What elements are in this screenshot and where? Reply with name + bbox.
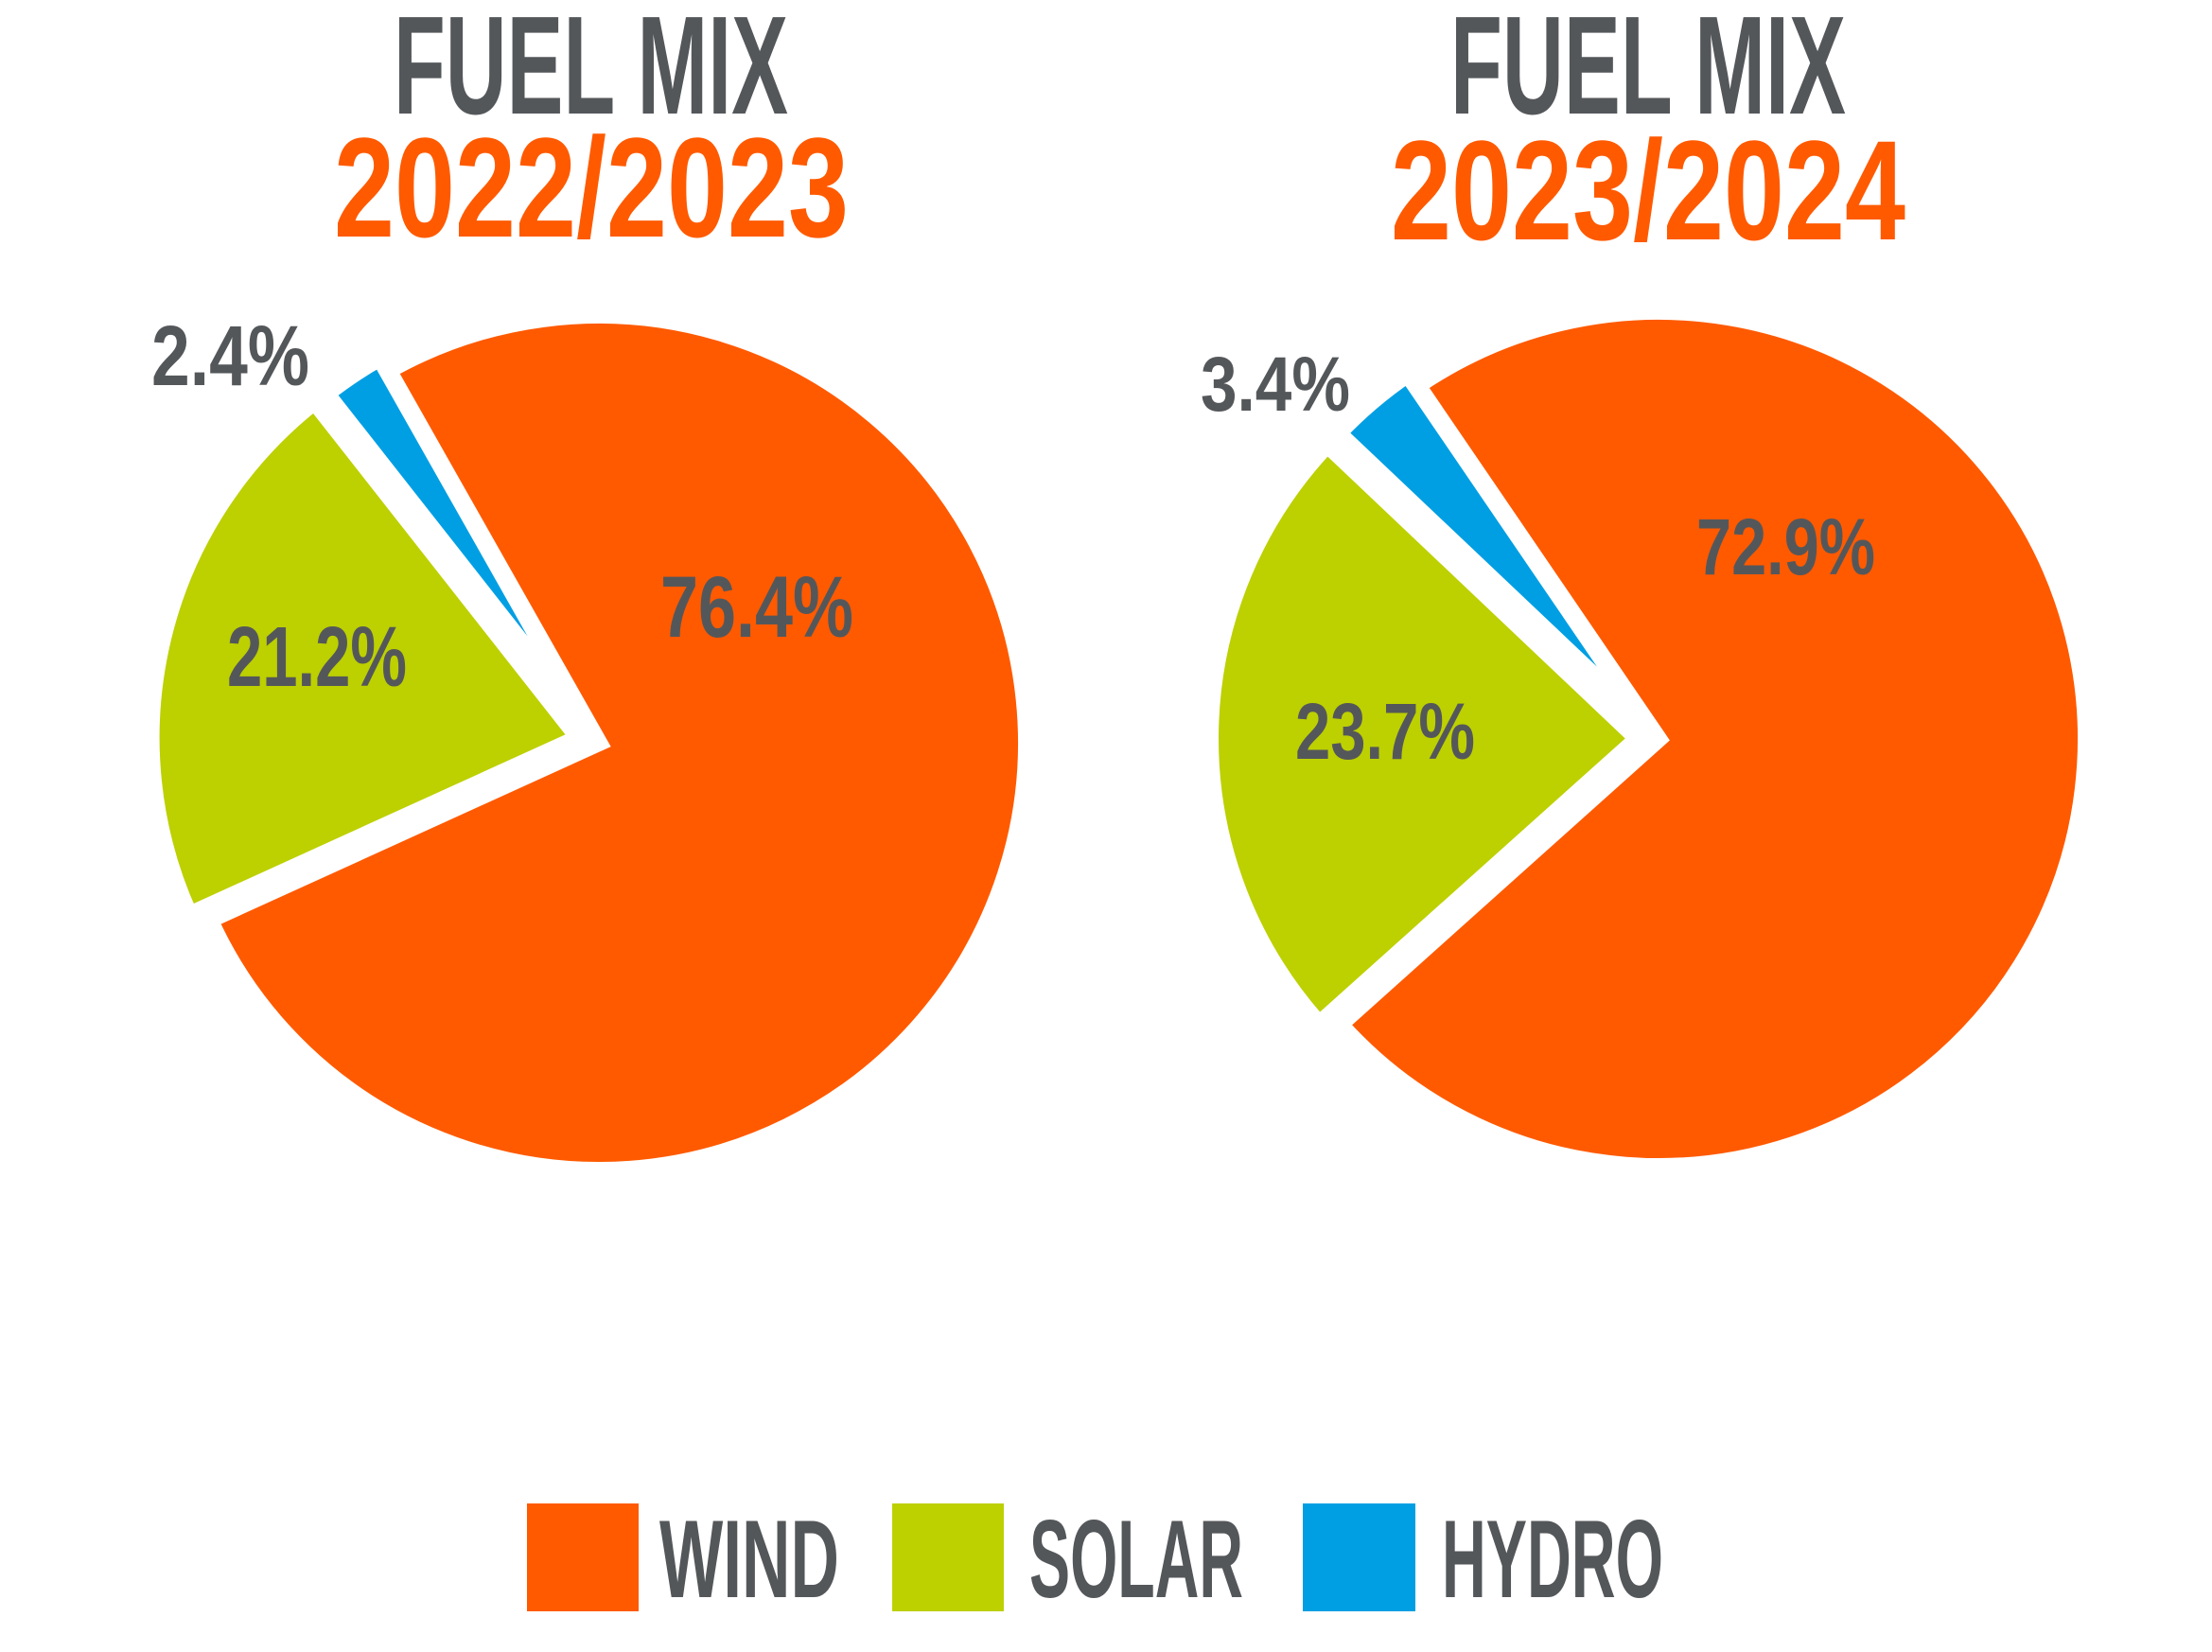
pie-chart bbox=[1202, 303, 2095, 1175]
pie-slice-hydro bbox=[314, 346, 598, 736]
chart-subtitle-year: 2023/2024 bbox=[1391, 111, 1905, 270]
pie-slice-wind bbox=[1327, 303, 2095, 1175]
chart-2022-2023: FUEL MIX 2022/2023 76.4% 21.2% 2.4% bbox=[142, 0, 1035, 1179]
slice-label-wind: 76.4% bbox=[660, 559, 853, 656]
pie-slice-solar bbox=[142, 389, 592, 926]
slice-label-wind: 72.9% bbox=[1696, 502, 1875, 591]
legend-swatch-wind bbox=[527, 1503, 639, 1611]
legend-label-wind: WIND bbox=[659, 1497, 839, 1621]
slice-label-hydro: 3.4% bbox=[1201, 342, 1350, 428]
legend-label-hydro: HYDRO bbox=[1442, 1497, 1663, 1621]
slice-label-hydro: 2.4% bbox=[151, 309, 309, 404]
pie-chart bbox=[142, 307, 1035, 1179]
chart-subtitle-year: 2022/2023 bbox=[334, 108, 849, 267]
legend-item-hydro: HYDRO bbox=[1303, 1497, 1663, 1621]
legend-swatch-solar bbox=[892, 1503, 1004, 1611]
legend-swatch-hydro bbox=[1303, 1503, 1415, 1611]
legend-item-solar: SOLAR bbox=[892, 1497, 1243, 1621]
chart-title: FUEL MIX bbox=[1450, 0, 1846, 144]
pie-slice-wind bbox=[198, 307, 1035, 1179]
legend-item-wind: WIND bbox=[527, 1497, 839, 1621]
chart-title: FUEL MIX bbox=[394, 0, 788, 144]
slice-label-solar: 23.7% bbox=[1295, 687, 1475, 776]
pie-slice-solar bbox=[1202, 432, 1651, 1037]
chart-2023-2024: FUEL MIX 2023/2024 72.9% 23.7% 3.4% bbox=[1201, 0, 2095, 1175]
legend-label-solar: SOLAR bbox=[1029, 1497, 1243, 1621]
legend: WIND SOLAR HYDRO bbox=[527, 1497, 1663, 1621]
pie-slice-hydro bbox=[1325, 361, 1657, 734]
slice-label-solar: 21.2% bbox=[227, 610, 407, 705]
